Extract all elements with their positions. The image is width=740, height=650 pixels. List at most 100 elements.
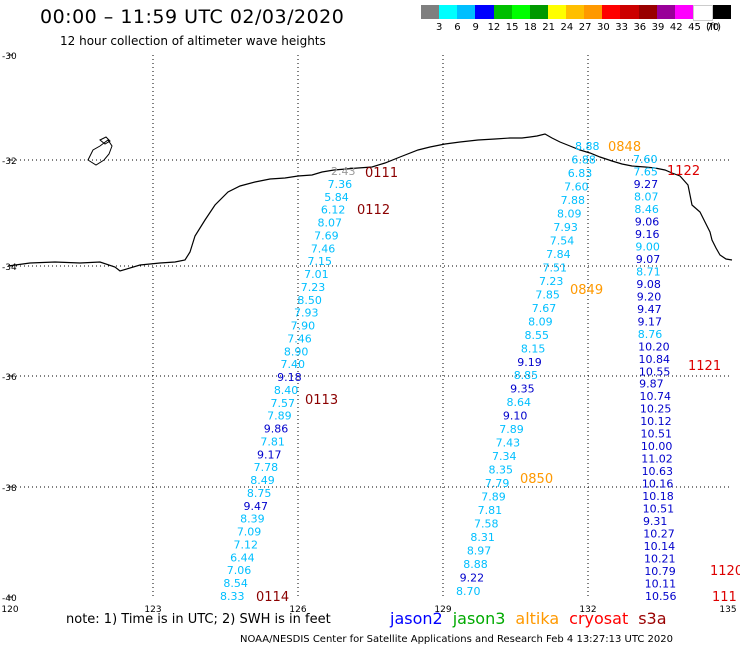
wave-height-label: 8.75: [247, 487, 272, 500]
wave-height-label: 8.09: [528, 315, 553, 328]
scale-tick-label: 36: [633, 22, 647, 33]
wave-height-label: 5.84: [324, 191, 349, 204]
wave-height-label: 8.64: [506, 396, 531, 409]
wave-height-label: 10.55: [639, 365, 671, 378]
time-label: 1121: [688, 359, 721, 374]
wave-height-label: 8.97: [467, 545, 492, 558]
wave-height-label: 8.40: [274, 384, 299, 397]
wave-height-label: 8.09: [557, 207, 582, 220]
footer-note: note: 1) Time is in UTC; 2) SWH is in fe…: [66, 612, 331, 627]
wave-height-label: 8.90: [284, 345, 309, 358]
wave-height-label: 8.88: [575, 140, 600, 153]
wave-height-label: 7.65: [633, 165, 658, 178]
wave-height-label: 10.14: [644, 540, 676, 553]
lon-label: 132: [579, 605, 596, 615]
scale-swatch: [638, 5, 657, 19]
wave-height-label: 7.23: [301, 281, 326, 294]
wave-height-label: 10.16: [642, 478, 674, 491]
scale-tick-label: 18: [524, 22, 537, 33]
wave-height-label: 10.20: [638, 340, 670, 353]
time-label: 0114: [256, 590, 289, 605]
wave-height-label: 7.46: [311, 242, 336, 255]
color-scale-bar: [421, 5, 732, 21]
color-scale-ticks: 3 6 9 12 15 18 21 24 27 30 33 36 39 42 45 70: [421, 22, 731, 34]
wave-height-label: 9.17: [637, 315, 662, 328]
wave-height-label: 6.12: [321, 204, 346, 217]
time-label: 0112: [357, 203, 390, 218]
scale-swatch: [457, 5, 476, 19]
wave-height-label: 10.84: [638, 353, 670, 366]
wave-height-label: 10.11: [645, 578, 677, 591]
scale-swatch: [493, 5, 512, 19]
wave-height-label: 7.54: [550, 234, 575, 247]
island-outline: [87, 139, 113, 166]
lat-label: -36: [2, 373, 17, 383]
page-subtitle: 12 hour collection of altimeter wave hei…: [60, 34, 326, 48]
wave-height-label: 8.15: [521, 342, 546, 355]
wave-height-label: 7.43: [496, 437, 520, 450]
scale-tick-label: 3: [436, 22, 443, 33]
wave-height-label: 10.12: [640, 415, 672, 428]
wave-height-label: 7.89: [267, 410, 292, 423]
wave-height-label: 7.23: [539, 275, 564, 288]
scale-tick-label: 21: [542, 22, 556, 33]
legend-item-jason2: jason2: [390, 609, 443, 628]
wave-height-label: 7.79: [485, 477, 510, 490]
wave-height-label: 7.90: [291, 320, 316, 333]
satellite-legend: jason2 jason3 altika cryosat s3a: [390, 609, 677, 628]
wave-height-label: 7.51: [543, 261, 568, 274]
scale-unit-label: (ft): [706, 22, 722, 33]
wave-height-label: 9.35: [510, 383, 535, 396]
wave-height-label: 7.36: [328, 178, 353, 191]
scale-tick-label: 39: [651, 22, 665, 33]
wave-height-label: 9.18: [277, 371, 302, 384]
scale-tick-label: 42: [669, 22, 683, 33]
wave-height-label: 10.79: [644, 565, 676, 578]
wave-height-label: 8.46: [634, 203, 659, 216]
wave-height-label: 8.33: [220, 590, 245, 603]
wave-height-label: 2.43: [331, 165, 356, 178]
wave-height-label: 6.88: [571, 153, 596, 166]
wave-height-label: 10.21: [644, 553, 676, 566]
wave-height-label: 7.60: [633, 153, 658, 166]
wave-height-label: 7.60: [564, 180, 589, 193]
scale-tick-label: 45: [688, 22, 701, 33]
legend-item-cryosat: cryosat: [569, 609, 629, 628]
wave-height-label: 8.31: [470, 531, 495, 544]
wave-height-label: 7.88: [561, 194, 586, 207]
wave-height-label: 7.89: [499, 423, 523, 436]
wave-height-label: 8.70: [456, 585, 481, 598]
time-label: 111: [712, 590, 737, 605]
wave-height-label: 7.84: [546, 248, 571, 261]
legend-item-jason3: jason3: [452, 609, 506, 628]
scale-swatch: [566, 5, 585, 19]
lon-label: 135: [719, 605, 736, 615]
scale-swatch: [656, 5, 675, 19]
scale-tick-label: 33: [615, 22, 628, 33]
wave-height-label: 9.00: [635, 240, 660, 253]
wave-height-label: 9.47: [244, 500, 269, 513]
wave-height-label: 8.71: [636, 265, 661, 278]
scale-swatch: [674, 5, 693, 19]
lon-label: 123: [144, 605, 161, 615]
wave-height-label: 10.00: [641, 440, 673, 453]
wave-height-label: 8.85: [514, 369, 539, 382]
scale-tick-label: 27: [578, 22, 592, 33]
wave-height-label: 11.02: [641, 453, 673, 466]
scale-tick-label: 24: [560, 22, 574, 33]
wave-height-label: 8.49: [250, 474, 274, 487]
wave-height-label: 7.89: [481, 491, 506, 504]
wave-height-label: 8.35: [488, 464, 513, 477]
lon-label: 120: [1, 605, 18, 615]
scale-tick-label: 70: [706, 22, 720, 33]
wave-height-label: 6.83: [568, 167, 593, 180]
time-label: 0849: [570, 283, 603, 298]
lat-label: -30: [2, 52, 17, 62]
lat-label: -38: [2, 484, 17, 494]
wave-height-label: 9.16: [635, 228, 660, 241]
scale-tick-label: 9: [472, 22, 479, 33]
scale-tick-label: 15: [505, 22, 519, 33]
wave-height-label: 7.46: [287, 332, 312, 345]
wave-height-label: 7.34: [492, 450, 517, 463]
wave-height-label: 8.76: [638, 328, 663, 341]
